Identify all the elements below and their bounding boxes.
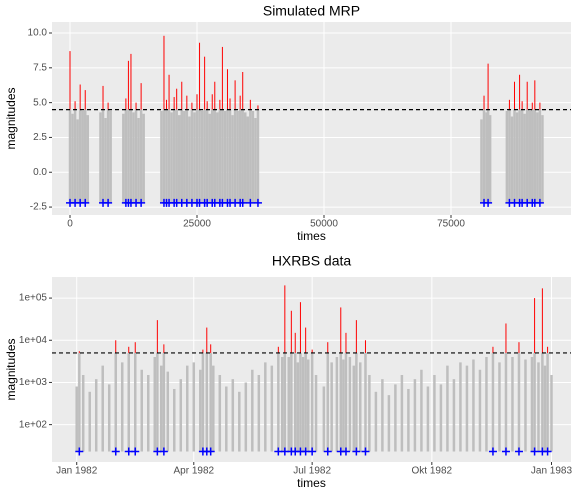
event-cross: [246, 198, 255, 207]
event-cross: [530, 447, 539, 456]
y-tick-label: 1e+05: [19, 293, 48, 304]
x-tick-label: Okt 1982: [412, 466, 453, 477]
y-tick-label: 5.0: [33, 97, 47, 108]
event-cross: [104, 198, 113, 207]
x-axis-title: times: [297, 476, 326, 490]
event-cross: [159, 447, 168, 456]
x-tick-label: Jul 1982: [293, 466, 331, 477]
x-tick-label: Jan 1983: [531, 466, 573, 477]
y-tick-label: 1e+02: [19, 419, 48, 430]
event-cross: [352, 447, 361, 456]
chart-title: Simulated MRP: [263, 3, 360, 19]
event-cross: [484, 198, 493, 207]
y-tick-label: -2.5: [30, 202, 48, 213]
event-cross: [75, 447, 84, 456]
event-cross: [323, 447, 332, 456]
x-tick-label: Jan 1982: [56, 466, 98, 477]
event-cross: [238, 198, 247, 207]
x-tick-label: Apr 1982: [173, 466, 214, 477]
event-cross: [81, 198, 90, 207]
event-cross: [111, 447, 120, 456]
event-cross: [253, 198, 262, 207]
x-tick-label: 50000: [310, 219, 338, 230]
y-tick-label: 2.5: [33, 132, 47, 143]
y-axis-title: magnitudes: [4, 87, 18, 149]
y-tick-label: 7.5: [33, 62, 47, 73]
x-tick-label: 0: [67, 219, 73, 230]
y-tick-label: 10.0: [28, 28, 48, 39]
event-cross: [137, 198, 146, 207]
x-tick-label: 75000: [437, 219, 465, 230]
x-tick-label: 25000: [183, 219, 211, 230]
y-tick-label: 1e+03: [19, 377, 48, 388]
event-cross: [308, 447, 317, 456]
x-axis-title: times: [297, 229, 326, 243]
event-cross: [535, 198, 544, 207]
event-cross: [543, 447, 552, 456]
event-cross: [514, 447, 523, 456]
event-cross: [361, 447, 370, 456]
chart-title: HXRBS data: [272, 253, 352, 269]
y-tick-label: 0.0: [33, 167, 47, 178]
event-cross: [131, 447, 140, 456]
event-cross: [341, 447, 350, 456]
event-cross: [501, 447, 510, 456]
y-axis-title: magnitudes: [4, 338, 18, 400]
event-cross: [488, 447, 497, 456]
y-tick-label: 1e+04: [19, 335, 48, 346]
event-cross: [206, 447, 215, 456]
